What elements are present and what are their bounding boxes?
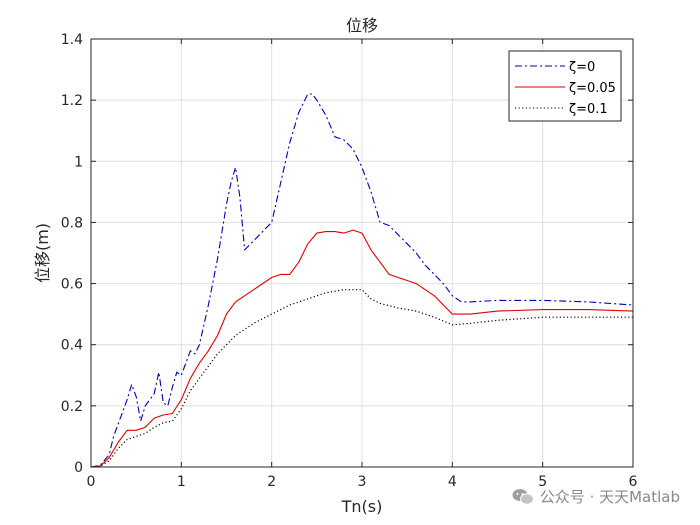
- x-tick-label: 2: [267, 474, 276, 490]
- x-tick-label: 0: [87, 474, 96, 490]
- x-tick-label: 4: [448, 474, 457, 490]
- tick-marks: [90, 38, 634, 468]
- x-tick-label: 5: [538, 474, 547, 490]
- series-line-1: [90, 229, 634, 468]
- x-tick-label: 6: [629, 474, 638, 490]
- wechat-icon: [512, 488, 534, 506]
- watermark: 公众号 · 天天Matlab: [512, 486, 680, 507]
- y-tick-labels: 0 0.2 0.4 0.6 0.8 1 1.2 1.4: [61, 32, 83, 476]
- x-tick-labels: 0 1 2 3 4 5 6: [87, 474, 638, 490]
- y-tick-label: 0: [74, 460, 83, 476]
- y-tick-label: 0.6: [61, 277, 83, 293]
- x-axis-label: Tn(s): [341, 497, 383, 516]
- legend-box: [508, 50, 622, 122]
- x-tick-label: 1: [177, 474, 186, 490]
- legend-label-1: ζ=0.05: [569, 81, 616, 96]
- series-line-2: [90, 289, 633, 468]
- watermark-text: 公众号 · 天天Matlab: [539, 488, 680, 506]
- y-tick-label: 0.2: [61, 399, 83, 415]
- chart-title: 位移: [346, 16, 378, 35]
- x-tick-label: 3: [358, 474, 367, 490]
- legend-label-2: ζ=0.1: [569, 102, 608, 117]
- y-axis-label: 位移(m): [33, 223, 52, 283]
- y-tick-label: 0.4: [61, 338, 83, 354]
- y-tick-label: 1: [74, 154, 83, 170]
- legend: ζ=0 ζ=0.05 ζ=0.1: [508, 50, 622, 122]
- y-tick-label: 1.4: [61, 32, 83, 48]
- y-tick-label: 0.8: [61, 215, 83, 231]
- series-line-0: [90, 93, 634, 468]
- series-group: [90, 93, 634, 468]
- y-tick-label: 1.2: [61, 93, 83, 109]
- legend-label-0: ζ=0: [569, 60, 595, 75]
